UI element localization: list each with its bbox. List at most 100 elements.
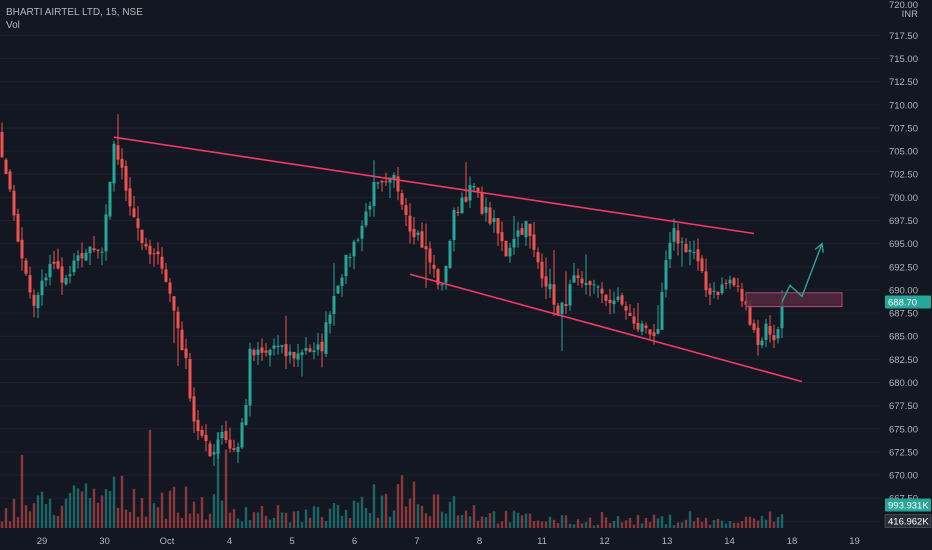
volume-bar bbox=[436, 494, 440, 528]
volume-bar bbox=[76, 488, 80, 528]
price-tick-label: 695.00 bbox=[889, 239, 918, 250]
candle-body bbox=[260, 347, 264, 353]
volume-bar bbox=[296, 510, 300, 528]
volume-bar bbox=[600, 512, 604, 528]
candle-body bbox=[24, 260, 28, 274]
projection-path bbox=[781, 243, 823, 303]
price-tick-label: 675.00 bbox=[889, 424, 918, 435]
candle-body bbox=[652, 332, 656, 336]
candle-body bbox=[560, 302, 564, 315]
candle-body bbox=[140, 229, 144, 244]
volume-bar bbox=[448, 501, 452, 528]
volume-bar bbox=[400, 475, 404, 528]
candle-body bbox=[4, 159, 8, 174]
volume-bar bbox=[432, 494, 436, 528]
candle-body bbox=[680, 241, 684, 243]
volume-bar bbox=[332, 503, 336, 528]
candle-body bbox=[700, 258, 704, 272]
volume-bar bbox=[472, 505, 476, 528]
volume-bar bbox=[36, 495, 40, 528]
candle-body bbox=[572, 275, 576, 283]
last-price-tag-bg bbox=[885, 295, 931, 309]
volume-bar bbox=[72, 485, 76, 528]
volume-bar bbox=[540, 521, 544, 528]
symbol-title[interactable]: BHARTI AIRTEL LTD, 15, NSE bbox=[6, 7, 143, 18]
candle-body bbox=[452, 210, 456, 240]
candle-body bbox=[44, 277, 48, 281]
volume-bar bbox=[412, 481, 416, 528]
volume-bar bbox=[404, 506, 408, 528]
candle-body bbox=[672, 228, 676, 242]
price-tick-label: 677.50 bbox=[889, 401, 918, 412]
volume-bar bbox=[212, 494, 216, 528]
candle-body bbox=[148, 245, 152, 255]
candle-body bbox=[60, 266, 64, 283]
price-tick-label: 690.00 bbox=[889, 285, 918, 296]
volume-bar bbox=[96, 502, 100, 528]
volume-bar bbox=[584, 522, 588, 528]
candle-body bbox=[648, 329, 652, 335]
volume-bar bbox=[752, 518, 756, 528]
candle-body bbox=[404, 205, 408, 216]
candle-body bbox=[76, 255, 80, 261]
candle-body bbox=[420, 231, 424, 248]
volume-bar bbox=[192, 501, 196, 528]
volume-bars bbox=[0, 429, 784, 528]
volume-bar bbox=[616, 516, 620, 528]
candle-body bbox=[532, 234, 536, 250]
candle-body bbox=[456, 211, 460, 213]
volume-bar bbox=[664, 524, 668, 528]
candle-body bbox=[612, 300, 616, 305]
candle-body bbox=[380, 180, 384, 183]
volume-bar bbox=[312, 506, 316, 528]
candle-body bbox=[512, 238, 516, 248]
volume-bar bbox=[56, 515, 60, 528]
volume-bar bbox=[564, 515, 568, 528]
volume-bar bbox=[668, 514, 672, 528]
candle-body bbox=[156, 251, 160, 255]
candle-body bbox=[124, 165, 128, 191]
time-tick-label: 13 bbox=[662, 536, 673, 547]
resistance-zone bbox=[745, 292, 843, 308]
volume-bar bbox=[476, 520, 480, 528]
time-tick-label: 11 bbox=[537, 536, 547, 547]
volume-bar bbox=[720, 520, 724, 528]
volume-bar bbox=[4, 508, 8, 528]
candle-body bbox=[628, 312, 632, 316]
candle-body bbox=[564, 304, 568, 307]
volume-bar bbox=[108, 490, 112, 528]
candle-body bbox=[36, 294, 40, 309]
volume-bar bbox=[372, 484, 376, 528]
drawing-annotations[interactable] bbox=[113, 136, 843, 383]
volume-bar bbox=[244, 507, 248, 528]
time-axis[interactable]: 29 30 Oct 4 5 6 7 8 11 12 13 14 18 19 bbox=[37, 536, 860, 547]
candle-body bbox=[280, 345, 284, 347]
candle-body bbox=[696, 249, 700, 262]
candle-body bbox=[192, 396, 196, 422]
price-axis[interactable]: 717.50 715.00 712.50 710.00 707.50 705.00 702.… bbox=[889, 0, 918, 528]
volume-bar bbox=[360, 496, 364, 528]
volume-bar bbox=[504, 510, 508, 528]
volume-bar bbox=[580, 523, 584, 528]
candle-body bbox=[160, 256, 164, 269]
candle-body bbox=[780, 301, 784, 329]
candle-body bbox=[540, 261, 544, 279]
candle-body bbox=[188, 358, 192, 399]
price-tick-label: 692.50 bbox=[889, 262, 918, 273]
candle-body bbox=[600, 288, 604, 294]
candle-body bbox=[764, 323, 768, 340]
volume-indicator-label[interactable]: Vol bbox=[6, 20, 20, 31]
volume-bar bbox=[200, 496, 204, 528]
volume-bar bbox=[772, 521, 776, 528]
volume-bar bbox=[80, 491, 84, 528]
volume-bar bbox=[608, 523, 612, 528]
time-tick-label: 4 bbox=[227, 536, 232, 547]
volume-bar bbox=[388, 516, 392, 528]
volume-bar bbox=[464, 510, 468, 528]
price-tick-label: 680.00 bbox=[889, 378, 918, 389]
volume-bar bbox=[716, 518, 720, 528]
candle-body bbox=[436, 269, 440, 285]
volume-bar bbox=[632, 524, 636, 528]
